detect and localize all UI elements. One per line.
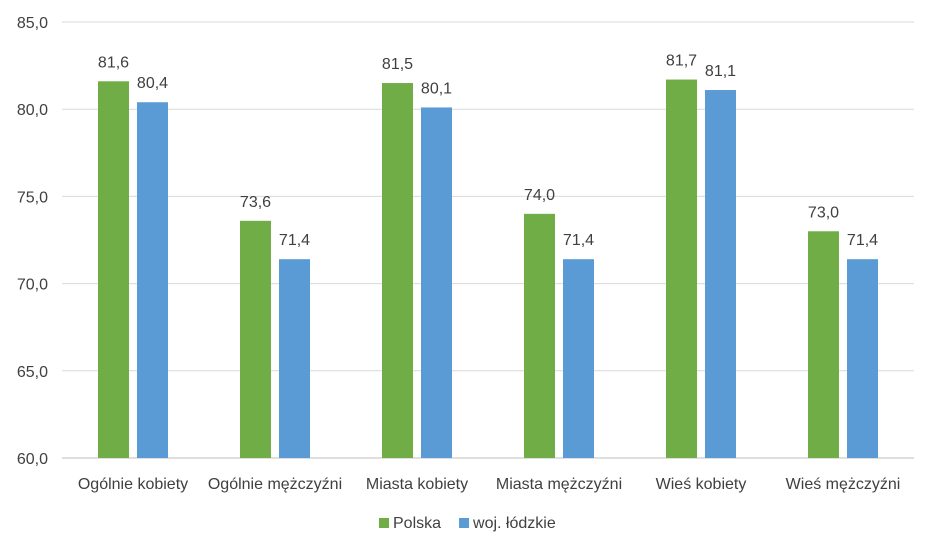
- data-labels: 81,6 80,4 73,6 71,4 81,5 80,1 74,0 71,4 81,7 81,1…: [98, 53, 878, 250]
- bars: [98, 79, 878, 459]
- bar-lodzkie: [847, 259, 878, 458]
- data-label: 80,4: [137, 75, 168, 92]
- category-label: Wieś mężczyźni: [786, 476, 901, 493]
- category-label: Wieś kobiety: [656, 476, 747, 493]
- data-label: 81,1: [705, 63, 736, 80]
- data-label: 81,6: [98, 54, 129, 71]
- data-label: 73,0: [808, 204, 839, 221]
- bar-polska: [382, 83, 413, 458]
- y-tick-label: 60,0: [17, 451, 48, 468]
- data-label: 81,5: [382, 56, 413, 73]
- y-axis-tick-labels: 60,0 65,0 70,0 75,0 80,0 85,0: [17, 15, 48, 468]
- y-tick-label: 80,0: [17, 102, 48, 119]
- legend-label: Polska: [393, 515, 441, 532]
- bar-polska: [808, 231, 839, 458]
- legend: Polska woj. łódzkie: [379, 515, 556, 532]
- bar-lodzkie: [279, 259, 310, 458]
- category-label: Miasta mężczyźni: [496, 476, 622, 493]
- data-label: 74,0: [524, 187, 555, 204]
- x-axis-category-labels: Ogólnie kobiety Ogólnie mężczyźni Miasta k…: [78, 476, 900, 493]
- legend-swatch: [459, 518, 470, 528]
- legend-swatch: [379, 518, 389, 528]
- bar-polska: [666, 79, 697, 458]
- bar-polska: [98, 81, 129, 459]
- y-tick-label: 65,0: [17, 364, 48, 381]
- bar-lodzkie: [705, 90, 736, 459]
- data-label: 71,4: [279, 232, 310, 249]
- bar-lodzkie: [137, 102, 168, 458]
- data-label: 80,1: [421, 80, 452, 97]
- bar-polska: [240, 220, 271, 458]
- y-tick-label: 70,0: [17, 277, 48, 294]
- data-label: 81,7: [666, 53, 697, 70]
- gridlines: [62, 21, 914, 459]
- legend-label: woj. łódzkie: [472, 515, 556, 532]
- category-label: Ogólnie mężczyźni: [208, 476, 342, 493]
- category-label: Miasta kobiety: [366, 476, 468, 493]
- data-label: 71,4: [563, 232, 594, 249]
- bar-lodzkie: [421, 107, 452, 459]
- data-label: 73,6: [240, 194, 271, 211]
- y-tick-label: 75,0: [17, 189, 48, 206]
- bar-polska: [524, 213, 555, 458]
- category-label: Ogólnie kobiety: [78, 476, 188, 493]
- y-tick-label: 85,0: [17, 15, 48, 32]
- data-label: 71,4: [847, 232, 878, 249]
- bar-lodzkie: [563, 259, 594, 458]
